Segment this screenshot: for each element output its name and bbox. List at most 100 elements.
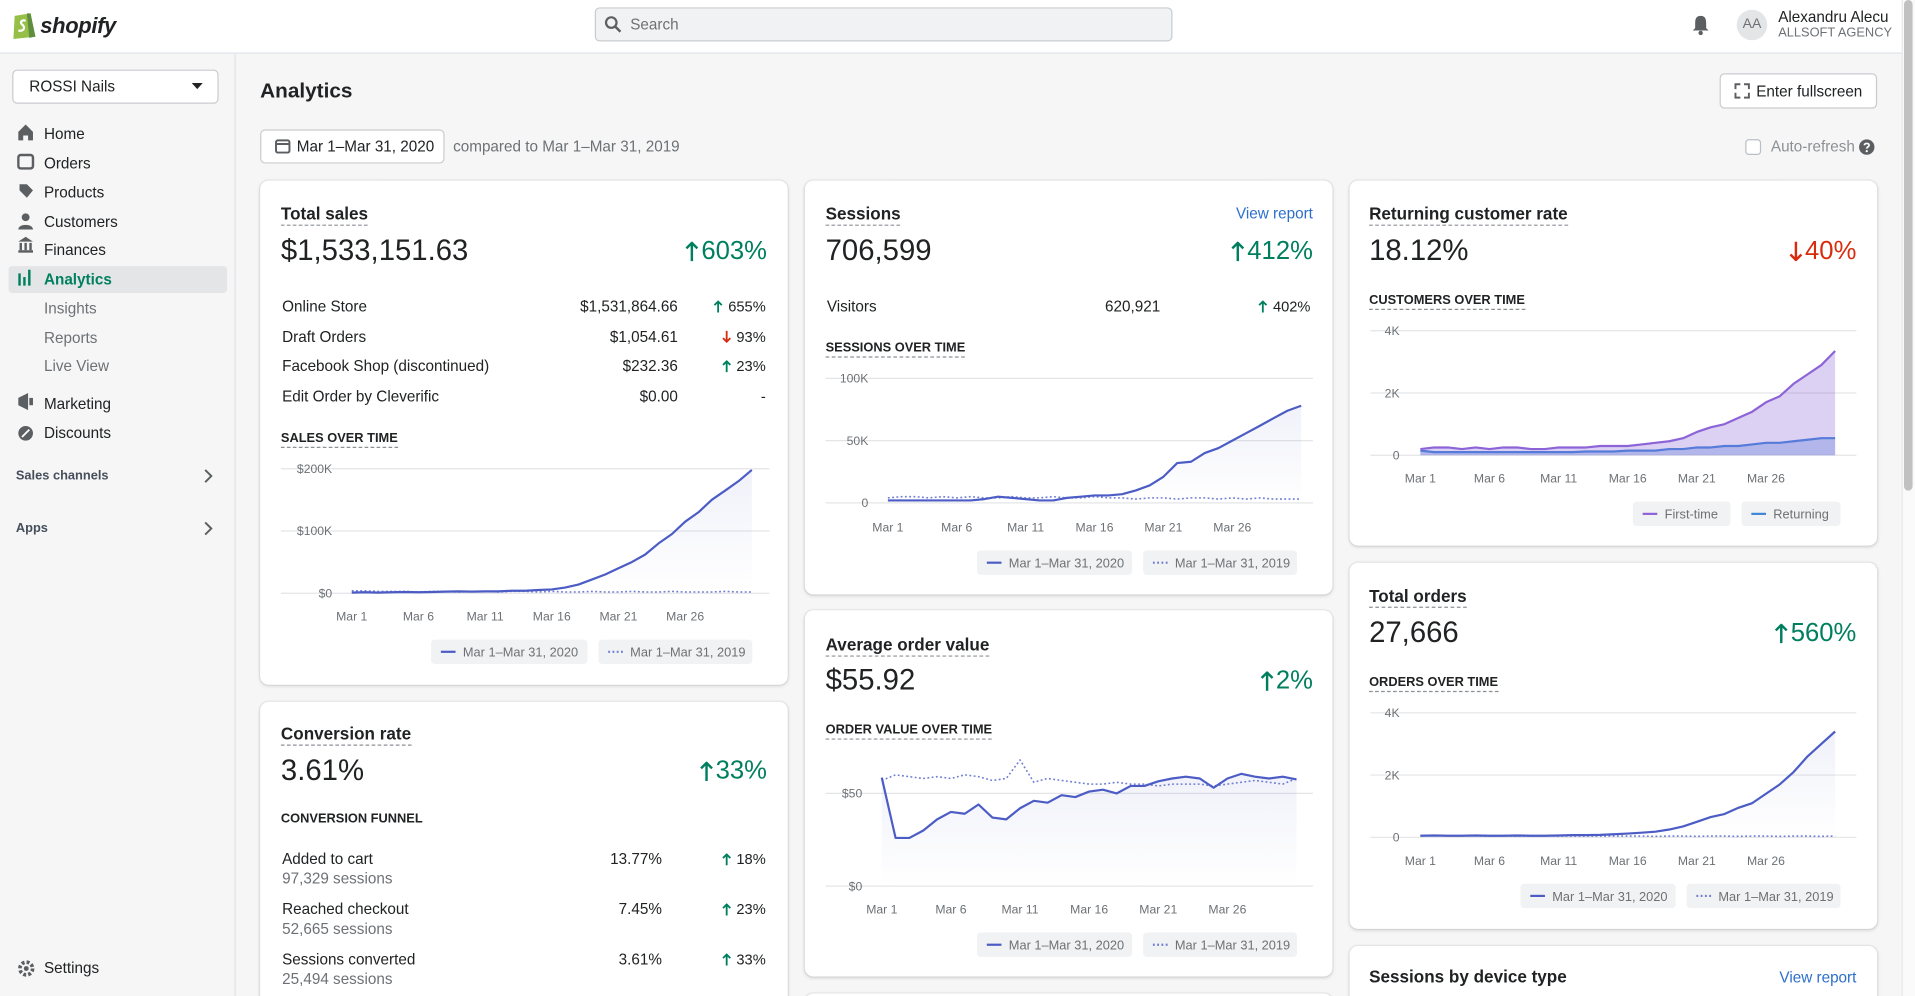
subnav-item[interactable]: Insights bbox=[43, 300, 97, 318]
card bbox=[804, 180, 1333, 595]
line bbox=[1420, 350, 1836, 451]
legend-label: Mar 1–Mar 31, 2020 bbox=[1009, 556, 1124, 571]
chart-title[interactable]: SESSIONS OVER TIME bbox=[825, 341, 966, 358]
active-nav-bg bbox=[8, 266, 228, 293]
page-title: Analytics bbox=[260, 79, 353, 103]
scrollbar-thumb[interactable] bbox=[1904, 0, 1913, 491]
x-tick-label: Mar 26 bbox=[666, 610, 704, 624]
arrow-path bbox=[1258, 300, 1268, 313]
nav-item-active[interactable]: Analytics bbox=[43, 270, 112, 289]
x-tick-label: Mar 11 bbox=[467, 610, 504, 624]
chart-title[interactable]: ORDERS OVER TIME bbox=[1369, 675, 1499, 693]
nav-item[interactable]: Discounts bbox=[43, 424, 112, 442]
nav-item[interactable]: Finances bbox=[43, 241, 106, 259]
legend-label: Mar 1–Mar 31, 2020 bbox=[1552, 889, 1667, 904]
trend-arrow bbox=[714, 300, 723, 313]
metric-value: $55.92 bbox=[825, 664, 916, 697]
card-title[interactable]: Total sales bbox=[280, 203, 369, 226]
view-report-link[interactable]: View report bbox=[1779, 969, 1857, 987]
card bbox=[260, 701, 788, 996]
x-tick-label: Mar 11 bbox=[1002, 903, 1039, 917]
nav-item[interactable]: Settings bbox=[43, 959, 100, 977]
caret bbox=[191, 83, 203, 90]
row-label: Facebook Shop (discontinued) bbox=[282, 357, 490, 375]
store-select[interactable] bbox=[12, 69, 219, 104]
arrow-path bbox=[722, 853, 731, 866]
metric-change: 603% bbox=[685, 234, 767, 268]
line bbox=[1420, 730, 1836, 837]
checkbox[interactable] bbox=[1745, 139, 1762, 156]
trend-arrow bbox=[722, 953, 731, 966]
view-report-link[interactable]: View report bbox=[1235, 205, 1313, 223]
search-box[interactable] bbox=[594, 7, 1173, 42]
nav-item[interactable]: Products bbox=[43, 184, 105, 202]
legend-item bbox=[1741, 501, 1841, 527]
row-change: 18% bbox=[722, 850, 766, 870]
row-sub: 97,329 sessions bbox=[282, 870, 393, 888]
card-title[interactable]: Returning customer rate bbox=[1369, 203, 1568, 226]
nav-item[interactable]: Home bbox=[43, 125, 85, 143]
row-value: $0.00 bbox=[639, 388, 678, 406]
legend-label: Mar 1–Mar 31, 2020 bbox=[1009, 938, 1124, 953]
help-icon[interactable] bbox=[1859, 139, 1875, 155]
bell-icon[interactable] bbox=[1692, 15, 1710, 36]
x-tick-label: Mar 16 bbox=[1609, 854, 1647, 868]
legend-label: Mar 1–Mar 31, 2019 bbox=[630, 645, 745, 660]
y-tick-label: 4K bbox=[1385, 706, 1400, 720]
legend-label: Returning bbox=[1773, 507, 1829, 522]
section-header[interactable]: Apps bbox=[15, 521, 48, 536]
nav-item[interactable]: Orders bbox=[43, 155, 91, 173]
row-value: 7.45% bbox=[618, 900, 662, 918]
legend-label: First-time bbox=[1665, 507, 1718, 522]
trend-arrow bbox=[685, 241, 699, 262]
nav-item[interactable]: Marketing bbox=[43, 395, 112, 413]
legend-item bbox=[1143, 932, 1298, 957]
x-tick-label: Mar 26 bbox=[1747, 854, 1785, 868]
user-name[interactable]: Alexandru Alecu bbox=[1778, 8, 1889, 26]
auto-refresh-label[interactable]: Auto-refresh bbox=[1770, 137, 1855, 156]
row-change: 33% bbox=[722, 950, 766, 970]
trend-arrow bbox=[722, 330, 731, 343]
y-tick-label: 100K bbox=[840, 372, 868, 386]
line-area bbox=[351, 469, 752, 594]
legend-item bbox=[431, 639, 588, 665]
avatar[interactable]: AA bbox=[1736, 9, 1768, 41]
x-tick-label: Mar 26 bbox=[1208, 903, 1246, 917]
y-tick-label: 2K bbox=[1385, 768, 1400, 782]
card-title: Sessions by device type bbox=[1369, 966, 1567, 987]
calendar-icon bbox=[275, 139, 291, 154]
line-area bbox=[1420, 731, 1836, 838]
chart-title[interactable]: CUSTOMERS OVER TIME bbox=[1369, 293, 1525, 311]
chart-title[interactable]: ORDER VALUE OVER TIME bbox=[825, 723, 993, 740]
metric-value: 27,666 bbox=[1369, 616, 1459, 650]
card-title[interactable]: Conversion rate bbox=[280, 723, 412, 746]
y-tick-label: 0 bbox=[862, 496, 869, 510]
x-tick-label: Mar 1 bbox=[866, 903, 897, 917]
row-change: 402% bbox=[1258, 297, 1310, 317]
logo-text[interactable]: shopify bbox=[40, 13, 116, 38]
x-tick-label: Mar 16 bbox=[1070, 903, 1108, 917]
fullscreen-button[interactable] bbox=[1719, 73, 1878, 109]
chart-title[interactable]: SALES OVER TIME bbox=[280, 431, 398, 448]
funnel-title: CONVERSION FUNNEL bbox=[280, 811, 423, 827]
card bbox=[1349, 562, 1878, 929]
card-title[interactable]: Total orders bbox=[1369, 585, 1467, 608]
y-tick-label: 0 bbox=[1393, 449, 1400, 463]
arrow-path bbox=[1789, 241, 1803, 262]
nav-item[interactable]: Customers bbox=[43, 213, 118, 231]
card-title[interactable]: Average order value bbox=[825, 633, 990, 657]
subnav-item[interactable]: Live View bbox=[43, 357, 110, 375]
metric-value: 706,599 bbox=[825, 234, 932, 268]
x-tick-label: Mar 21 bbox=[599, 610, 637, 624]
card-title[interactable]: Sessions bbox=[825, 203, 901, 226]
line-area bbox=[887, 405, 1302, 503]
y-tick-label: 0 bbox=[1393, 831, 1400, 845]
section-header[interactable]: Sales channels bbox=[15, 468, 109, 484]
x-tick-label: Mar 1 bbox=[872, 521, 903, 535]
date-button[interactable] bbox=[260, 129, 445, 164]
trend-arrow bbox=[1775, 623, 1788, 644]
subnav-item[interactable]: Reports bbox=[43, 329, 98, 347]
